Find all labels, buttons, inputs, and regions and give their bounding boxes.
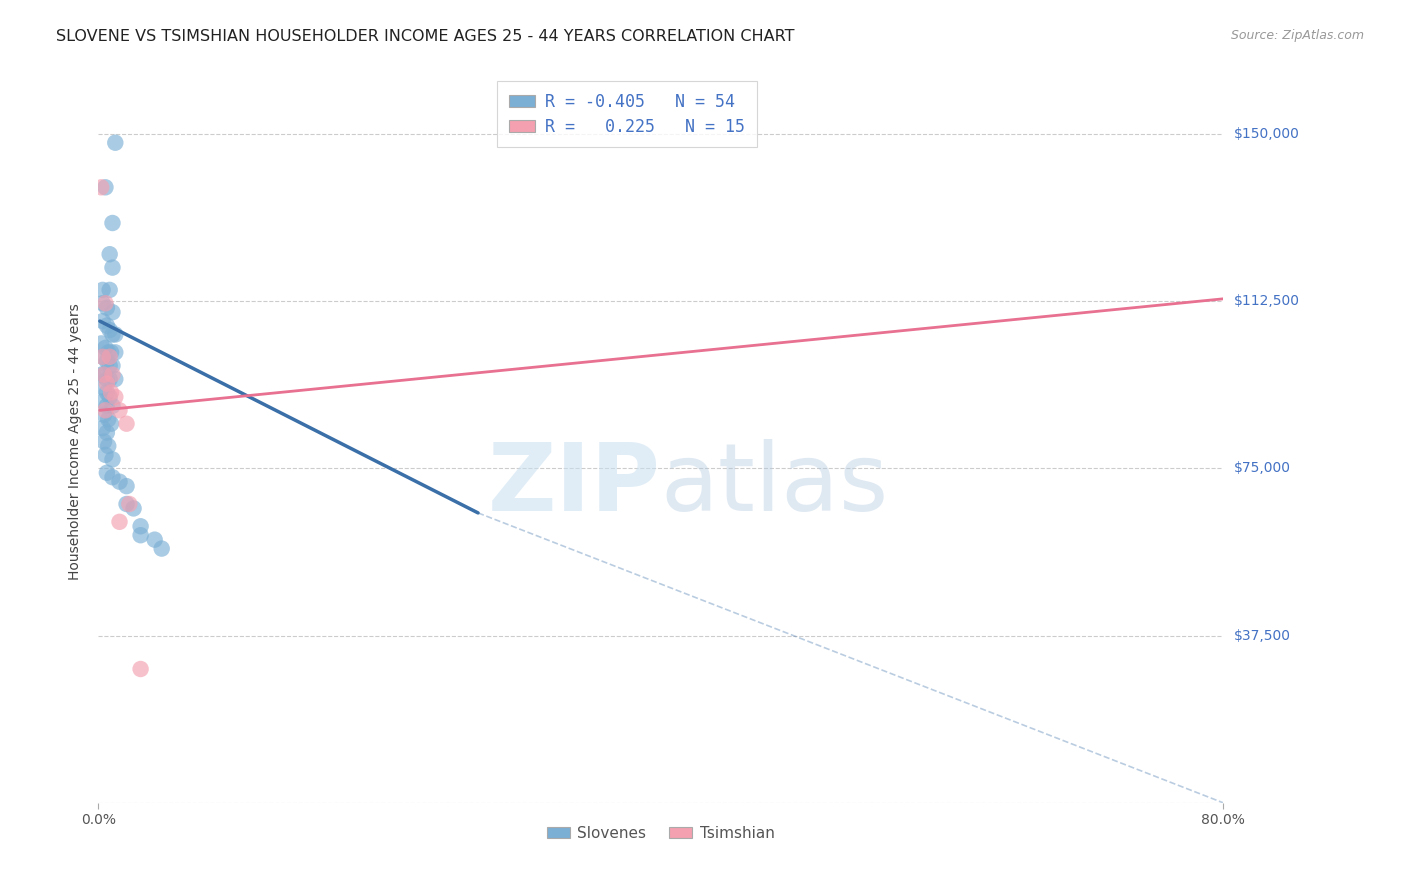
Point: [104, 345, 127, 359]
Point: [91, 296, 114, 310]
Point: [96, 354, 118, 368]
Text: ZIP: ZIP: [488, 439, 661, 531]
Point: [90, 368, 112, 382]
Text: SLOVENE VS TSIMSHIAN HOUSEHOLDER INCOME AGES 25 - 44 YEARS CORRELATION CHART: SLOVENE VS TSIMSHIAN HOUSEHOLDER INCOME …: [56, 29, 794, 44]
Text: atlas: atlas: [661, 439, 889, 531]
Point: [94, 296, 117, 310]
Point: [96, 376, 118, 391]
Point: [93, 434, 115, 449]
Text: $37,500: $37,500: [1234, 629, 1291, 642]
Point: [98, 247, 121, 261]
Point: [108, 403, 131, 417]
Text: $75,000: $75,000: [1234, 461, 1291, 475]
Point: [93, 408, 115, 422]
Point: [98, 390, 121, 404]
Point: [129, 528, 152, 542]
Point: [96, 399, 118, 413]
Point: [91, 283, 114, 297]
Point: [104, 390, 127, 404]
Point: [94, 448, 117, 462]
Point: [90, 336, 112, 351]
Point: [94, 403, 117, 417]
Point: [91, 394, 114, 409]
Point: [97, 412, 120, 426]
Point: [98, 359, 121, 373]
Point: [97, 439, 120, 453]
Point: [91, 350, 114, 364]
Point: [101, 470, 124, 484]
Point: [91, 421, 114, 435]
Point: [101, 216, 124, 230]
Point: [129, 519, 152, 533]
Point: [129, 662, 152, 676]
Point: [93, 368, 115, 382]
Point: [115, 497, 138, 511]
Point: [91, 350, 114, 364]
Point: [108, 515, 131, 529]
Point: [94, 180, 117, 194]
Point: [96, 372, 118, 386]
Point: [91, 314, 114, 328]
Point: [96, 466, 118, 480]
Point: [104, 136, 127, 150]
Legend: Slovenes, Tsimshian: Slovenes, Tsimshian: [541, 820, 780, 847]
Point: [98, 350, 121, 364]
Point: [101, 452, 124, 467]
Point: [96, 301, 118, 315]
Y-axis label: Householder Income Ages 25 - 44 years: Householder Income Ages 25 - 44 years: [69, 303, 83, 580]
Point: [101, 359, 124, 373]
Point: [90, 180, 112, 194]
Point: [115, 479, 138, 493]
Point: [98, 372, 121, 386]
Point: [96, 385, 118, 400]
Text: $150,000: $150,000: [1234, 127, 1301, 141]
Point: [98, 283, 121, 297]
Point: [101, 399, 124, 413]
Point: [108, 475, 131, 489]
Point: [150, 541, 173, 556]
Point: [115, 417, 138, 431]
Point: [101, 368, 124, 382]
Point: [143, 533, 166, 547]
Point: [93, 368, 115, 382]
Point: [100, 417, 122, 431]
Text: $112,500: $112,500: [1234, 294, 1301, 308]
Point: [100, 385, 122, 400]
Point: [104, 372, 127, 386]
Point: [93, 381, 115, 395]
Point: [96, 318, 118, 333]
Point: [97, 345, 120, 359]
Point: [98, 323, 121, 337]
Point: [101, 260, 124, 275]
Point: [96, 425, 118, 440]
Point: [101, 327, 124, 342]
Point: [101, 305, 124, 319]
Point: [122, 501, 145, 516]
Point: [94, 341, 117, 355]
Point: [118, 497, 141, 511]
Point: [100, 345, 122, 359]
Point: [104, 327, 127, 342]
Text: Source: ZipAtlas.com: Source: ZipAtlas.com: [1230, 29, 1364, 42]
